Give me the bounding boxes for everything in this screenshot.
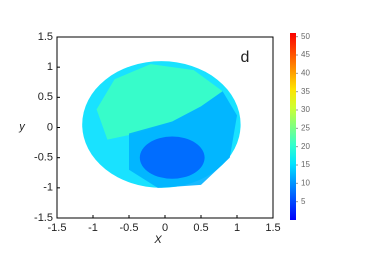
region (139, 136, 205, 179)
x-axis-label: X (153, 234, 162, 246)
colorbar-tick-label: 40 (301, 68, 310, 77)
colorbar-tick-label: 50 (301, 32, 310, 41)
x-tick-label: -1 (88, 222, 98, 234)
x-tick-label: 0 (162, 222, 168, 234)
colorbar: 5 10 15 20 25 30 35 40 45 50 (290, 32, 310, 220)
x-tick-label: 1.5 (265, 222, 280, 234)
colorbar-tick-label: 25 (301, 123, 310, 132)
y-tick-label: 0.5 (38, 91, 53, 103)
y-tick-label: -1.5 (34, 212, 53, 224)
colorbar-tick-label: 10 (301, 178, 310, 187)
x-tick-label: -0.5 (120, 222, 139, 234)
colorbar-tick-label: 30 (301, 105, 310, 114)
colorbar-tick-label: 20 (301, 142, 310, 151)
colorbar-tick-label: 45 (301, 50, 310, 59)
colorbar-fill (290, 33, 296, 220)
y-tick-label: 1 (47, 61, 53, 73)
annotation: d (241, 49, 250, 66)
y-tick-label: -0.5 (34, 152, 53, 164)
y-tick-label: 1.5 (38, 31, 53, 43)
y-axis-label: y (18, 121, 26, 133)
x-tick-label: 0.5 (193, 222, 208, 234)
colorbar-tick-label: 5 (301, 197, 306, 206)
colorbar-tick-label: 15 (301, 160, 310, 169)
region (96, 64, 223, 140)
colorbar-tick-label: 35 (301, 87, 310, 96)
y-tick-label: 0 (47, 121, 53, 133)
x-tick-label: -1.5 (48, 222, 67, 234)
x-tick-label: 1 (234, 222, 240, 234)
y-tick-label: -1 (43, 182, 53, 194)
